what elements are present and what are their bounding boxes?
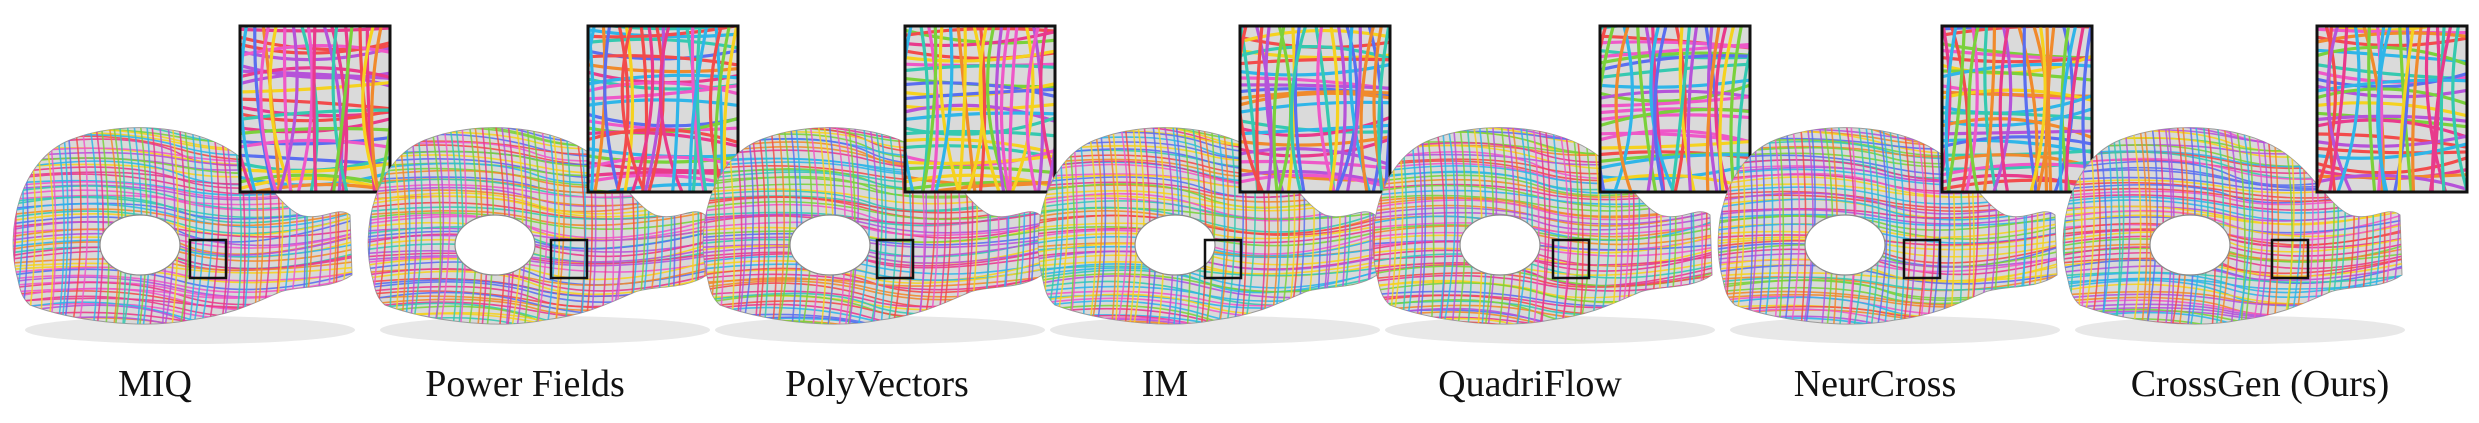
zoom-region-box	[875, 238, 915, 280]
zoom-inset-frame	[903, 24, 1057, 194]
mesh-rendering	[702, 24, 1057, 344]
method-caption: MIQ	[118, 363, 192, 405]
mesh-rendering	[1037, 24, 1392, 344]
zoom-inset-frame	[238, 24, 392, 194]
panel-6: NeurCross	[1705, 0, 2094, 423]
zoom-inset-frame	[1940, 24, 2094, 194]
zoom-region-box	[188, 238, 228, 280]
method-caption: Power Fields	[425, 363, 625, 405]
mesh-rendering	[12, 24, 392, 344]
zoom-region-box	[2270, 238, 2310, 280]
mesh-rendering	[367, 24, 740, 344]
method-caption: QuadriFlow	[1438, 363, 1622, 405]
zoom-inset-frame	[2315, 24, 2469, 194]
zoom-inset-frame	[586, 24, 740, 194]
panel-7: CrossGen (Ours)	[2050, 0, 2469, 423]
mesh-rendering	[2062, 24, 2469, 344]
method-caption: IM	[1141, 363, 1189, 405]
zoom-region-box	[1203, 238, 1243, 280]
zoom-region-box	[549, 238, 589, 280]
zoom-region-box	[1551, 238, 1591, 280]
panel-3: PolyVectors	[690, 0, 1057, 423]
mesh-rendering	[1717, 24, 2094, 344]
panel-4: IM	[1025, 0, 1392, 423]
method-caption: CrossGen (Ours)	[2130, 363, 2390, 405]
zoom-inset-frame	[1238, 24, 1392, 194]
panel-1: MIQ	[0, 0, 392, 423]
method-caption: NeurCross	[1793, 363, 1957, 405]
panel-5: QuadriFlow	[1360, 0, 1752, 423]
zoom-region-box	[1902, 238, 1942, 280]
method-caption: PolyVectors	[785, 363, 969, 405]
mesh-rendering	[1372, 24, 1752, 344]
panel-2: Power Fields	[355, 0, 740, 423]
zoom-inset-frame	[1598, 24, 1752, 194]
